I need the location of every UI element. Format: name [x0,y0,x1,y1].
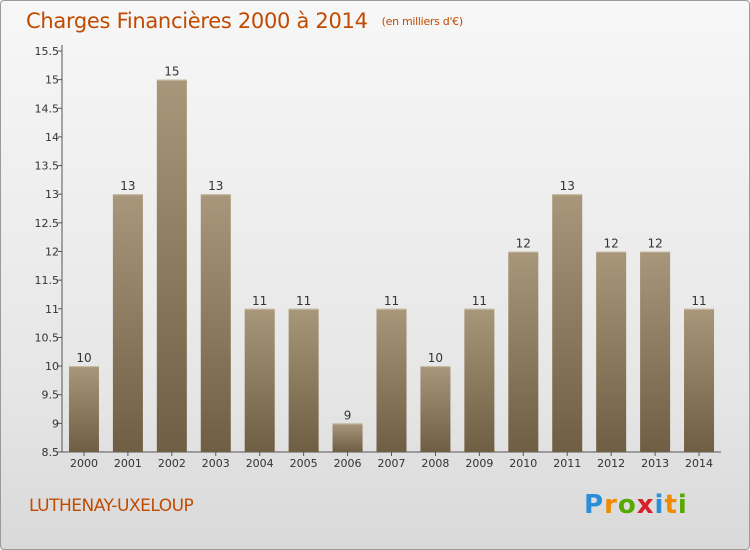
x-tick-label: 2006 [334,457,362,470]
chart-axes: 8.599.51010.51111.51212.51313.51414.5151… [35,45,721,470]
bar [156,79,187,453]
chart-title: Charges Financières 2000 à 2014 (en milli… [26,9,463,33]
y-tick-label: 9.5 [42,389,60,402]
bar-value-label: 11 [252,294,267,308]
chart-subtitle: (en milliers d'€) [381,15,463,28]
bar [112,194,143,452]
logo-letter: i [654,490,665,520]
bar-value-label: 11 [296,294,311,308]
y-tick-label: 15.5 [35,45,60,58]
y-tick-label: 14.5 [35,102,60,115]
bar [376,308,407,452]
y-tick-label: 13.5 [35,160,60,173]
x-tick-label: 2013 [641,457,669,470]
bar [640,251,671,452]
x-tick-label: 2007 [378,457,406,470]
x-tick-label: 2002 [158,457,186,470]
logo-letter: x [636,490,655,520]
bar-value-label: 12 [604,237,619,251]
bar [420,366,451,452]
logo-letter: P [584,490,605,520]
x-tick-label: 2010 [509,457,537,470]
bar-value-label: 13 [560,179,575,193]
x-tick-label: 2012 [597,457,625,470]
x-tick-label: 2004 [246,457,274,470]
bar [244,308,275,452]
bar-value-label: 13 [120,179,135,193]
y-tick-label: 10 [45,360,59,373]
y-tick-label: 11.5 [35,274,60,287]
bar-value-label: 12 [647,237,662,251]
bar [552,194,583,452]
bar-value-label: 10 [428,351,443,365]
bar [464,308,495,452]
bar-value-label: 11 [472,294,487,308]
x-tick-label: 2011 [553,457,581,470]
chart-title-text: Charges Financières 2000 à 2014 [26,9,368,33]
y-tick-label: 12.5 [35,217,60,230]
bar [596,251,627,452]
bar [332,423,363,452]
commune-name: LUTHENAY-UXELOUP [29,496,194,516]
logo-letter: i [677,490,688,520]
y-tick-label: 14 [45,131,59,144]
bar-value-label: 15 [164,65,179,79]
y-tick-label: 8.5 [42,446,60,459]
x-tick-label: 2005 [290,457,318,470]
bar [508,251,539,452]
logo-letter: o [617,490,637,520]
y-tick-label: 13 [45,188,59,201]
bar [200,194,231,452]
bar [684,308,715,452]
x-tick-label: 2001 [114,457,142,470]
y-tick-label: 11 [45,303,59,316]
x-tick-label: 2008 [421,457,449,470]
y-tick-label: 15 [45,74,59,87]
y-tick-label: 10.5 [35,331,60,344]
y-tick-label: 9 [52,417,59,430]
bar-value-label: 12 [516,237,531,251]
logo-letter: t [664,490,678,520]
x-tick-label: 2003 [202,457,230,470]
bar [288,308,319,452]
bar [68,366,99,452]
bar-value-label: 11 [384,294,399,308]
x-tick-label: 2009 [465,457,493,470]
chart-bars: 10 13 15 13 11 11 9 11 10 11 12 13 12 12 11 [68,65,715,453]
bar-value-label: 9 [344,408,352,422]
x-tick-label: 2000 [70,457,98,470]
y-tick-label: 12 [45,246,59,259]
bar-value-label: 11 [691,294,706,308]
x-tick-label: 2014 [685,457,713,470]
bar-value-label: 13 [208,179,223,193]
bar-value-label: 10 [76,351,91,365]
logo-letter: r [604,490,618,520]
proxiti-logo[interactable]: Proxiti [584,490,688,520]
